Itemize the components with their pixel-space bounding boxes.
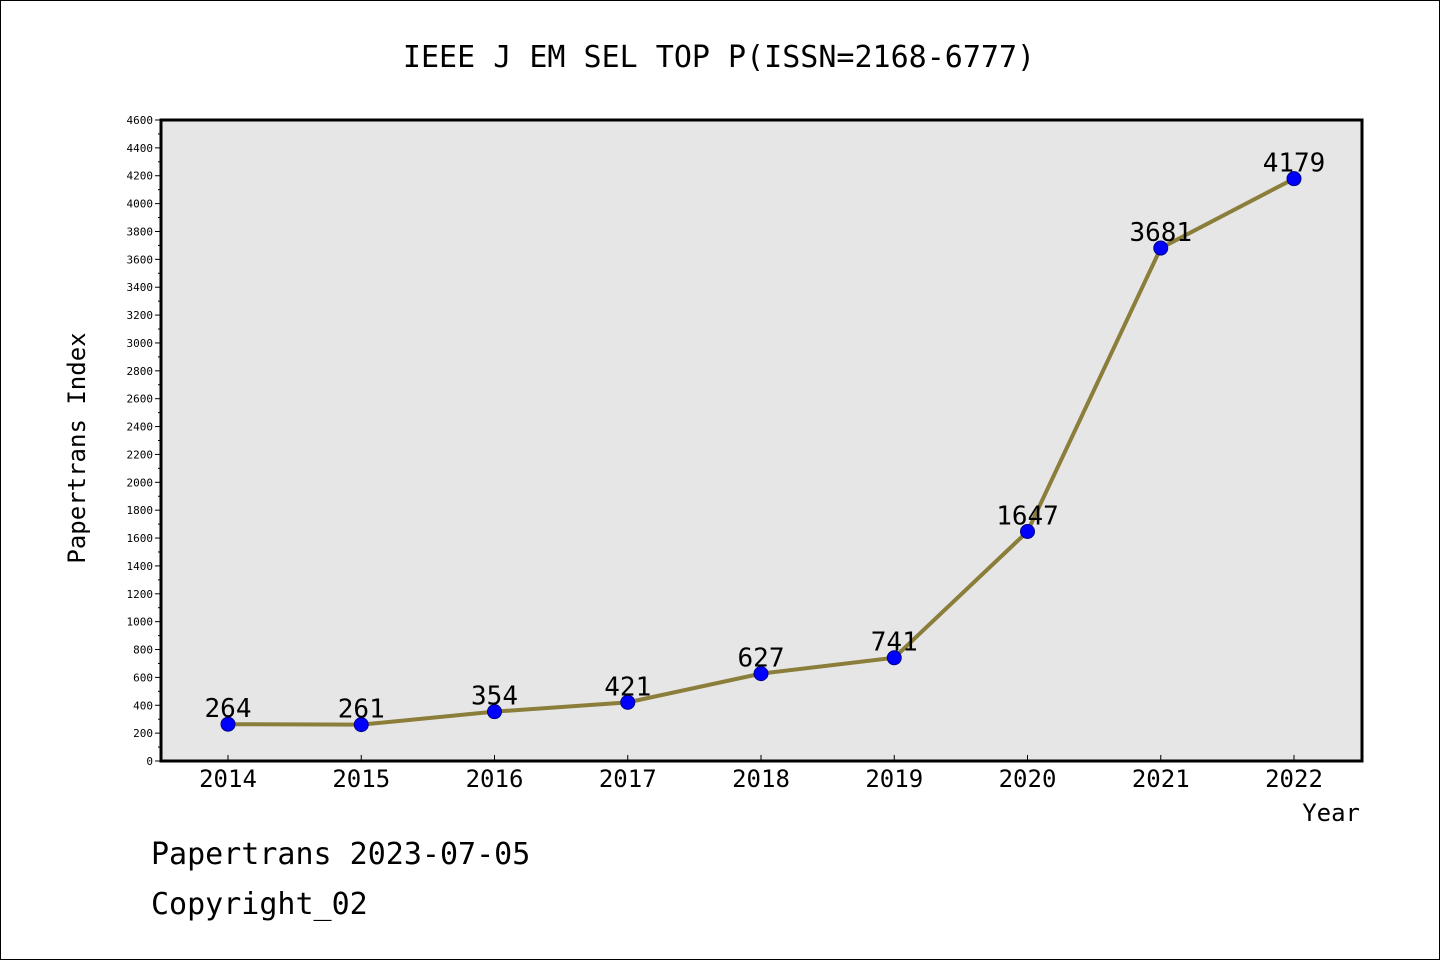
data-point [1286,171,1302,187]
data-label: 354 [471,682,518,712]
y-tick-label: 3600 [127,253,154,266]
data-label: 261 [338,695,385,725]
y-tick-label: 2600 [127,393,154,406]
footer-date: Papertrans 2023-07-05 [151,837,530,872]
data-point [886,650,902,666]
data-label: 3681 [1129,218,1192,248]
data-labels: 264 261 354 421 627 741 1647 3681 4179 [205,149,1326,725]
x-tick-label: 2018 [732,765,790,793]
y-tick-label: 2200 [127,448,154,461]
data-point [1153,240,1169,256]
y-tick-label: 3400 [127,281,154,294]
data-label: 1647 [996,501,1059,531]
x-tick-label: 2017 [599,765,657,793]
y-tick-label: 2800 [127,365,154,378]
chart-title: IEEE J EM SEL TOP P(ISSN=2168-6777) [403,40,1035,75]
footer-copyright: Copyright_02 [151,887,368,922]
data-label: 627 [738,644,785,674]
y-tick-label: 800 [133,644,153,657]
x-axis: 2014 2015 2016 2017 2018 2019 2020 2021 2022 [199,755,1323,793]
y-tick-label: 0 [146,755,153,768]
series-line-group [220,171,1302,733]
y-tick-label: 4200 [127,170,154,183]
plot-area [159,118,1364,763]
data-label: 4179 [1263,149,1326,179]
data-label: 264 [205,694,252,724]
y-axis: 0 200 400 600 800 1000 1200 1400 1600 1800 2000 220… [127,114,162,768]
x-tick-label: 2020 [999,765,1057,793]
x-tick-label: 2021 [1132,765,1190,793]
y-tick-label: 3200 [127,309,154,322]
y-tick-label: 4400 [127,142,154,155]
y-tick-label: 3800 [127,225,154,238]
data-point [1020,523,1035,539]
x-tick-label: 2019 [865,765,923,793]
x-tick-label: 2016 [466,765,524,793]
y-tick-label: 200 [133,727,153,740]
y-tick-label: 400 [133,699,153,712]
y-tick-label: 1000 [127,616,154,629]
data-label: 421 [604,672,651,702]
y-tick-label: 1400 [127,560,154,573]
y-tick-label: 2000 [127,476,154,489]
y-tick-label: 1800 [127,504,154,517]
x-tick-label: 2015 [332,765,390,793]
y-tick-label: 1600 [127,532,154,545]
x-axis-title: Year [1302,799,1360,827]
data-point [487,704,502,720]
y-tick-label: 2400 [127,421,154,434]
y-tick-label: 3000 [127,337,154,350]
y-tick-label: 4600 [127,114,154,127]
data-point [353,717,369,733]
x-tick-label: 2022 [1265,765,1323,793]
data-point [753,666,769,682]
x-tick-label: 2014 [199,765,257,793]
data-point [620,694,636,710]
y-axis-title: Papertrans Index [63,332,91,563]
y-tick-label: 4000 [127,198,154,211]
y-tick-label: 1200 [127,588,154,601]
data-point [220,716,236,732]
y-tick-label: 600 [133,671,153,684]
data-label: 741 [871,628,918,658]
